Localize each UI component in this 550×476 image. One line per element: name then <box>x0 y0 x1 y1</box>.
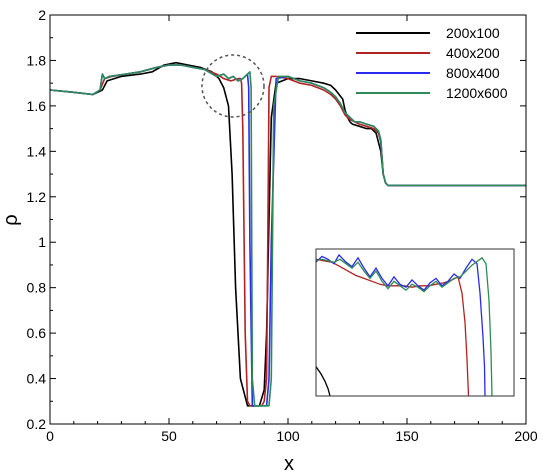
y-axis-label: ρ <box>0 214 22 225</box>
legend-label-800x400: 800x400 <box>446 65 500 81</box>
y-tick-label: 1.6 <box>27 98 47 114</box>
inset-line-200x100 <box>316 366 331 396</box>
legend-label-1200x600: 1200x600 <box>446 85 508 101</box>
y-tick-label: 1.8 <box>27 52 47 68</box>
y-tick-label: 1.2 <box>27 189 47 205</box>
legend-label-400x200: 400x200 <box>446 45 500 61</box>
inset-line-1200x600 <box>316 256 493 396</box>
y-tick-label: 0.6 <box>27 325 47 341</box>
y-tick-label: 0.4 <box>27 371 47 387</box>
x-tick-label: 100 <box>276 428 300 444</box>
y-axis: 0.2 0.4 0.6 0.8 1 1.2 1.4 1.6 1.8 2 <box>27 7 526 432</box>
y-tick-label: 1 <box>38 234 46 250</box>
x-tick-label: 0 <box>46 428 54 444</box>
x-tick-label: 200 <box>514 428 538 444</box>
series-line-1200x600 <box>50 64 526 407</box>
series-layer <box>50 61 526 407</box>
inset-line-800x400 <box>316 253 486 396</box>
y-tick-label: 2 <box>38 7 46 23</box>
y-tick-label: 0.8 <box>27 280 47 296</box>
x-axis-label: x <box>284 453 294 475</box>
zoom-region-marker <box>201 54 265 118</box>
inset-frame <box>315 248 515 397</box>
inset-background <box>316 249 514 396</box>
legend-label-200x100: 200x100 <box>446 25 500 41</box>
x-tick-label: 50 <box>161 428 177 444</box>
y-tick-label: 1.4 <box>27 143 47 159</box>
legend: 200x100 400x200 800x400 1200x600 <box>356 25 508 101</box>
y-tick-label: 0.2 <box>27 416 47 432</box>
x-tick-label: 150 <box>395 428 419 444</box>
inset-plot <box>315 248 515 397</box>
x-axis: 0 50 100 150 200 <box>46 15 538 444</box>
inset-series <box>316 253 493 396</box>
